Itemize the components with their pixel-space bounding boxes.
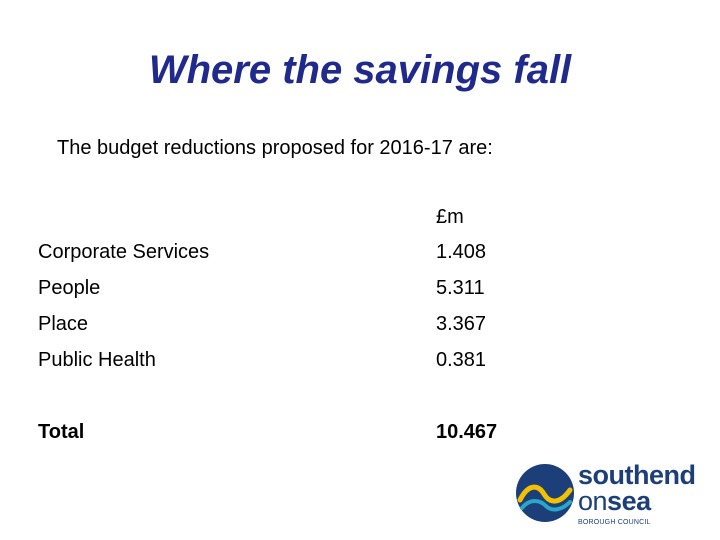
- southend-logo: southend onsea BOROUGH COUNCIL: [514, 460, 704, 532]
- row-label-place: Place: [38, 313, 89, 335]
- total-value: 10.467: [436, 421, 498, 443]
- row-value-corporate-services: 1.408: [436, 241, 487, 263]
- intro-text: The budget reductions proposed for 2016-…: [57, 137, 493, 159]
- row-value-place: 3.367: [436, 313, 487, 335]
- row-value-public-health: 0.381: [436, 349, 487, 371]
- total-label: Total: [38, 421, 85, 443]
- logo-wordmark-southend: southend: [578, 460, 696, 490]
- unit-header: £m: [436, 206, 464, 228]
- wave-logo-icon: [516, 464, 574, 522]
- row-label-corporate-services: Corporate Services: [38, 241, 210, 263]
- logo-wordmark-onsea: onsea: [578, 486, 651, 516]
- row-label-people: People: [38, 277, 101, 299]
- row-value-people: 5.311: [436, 277, 485, 299]
- logo-subtitle: BOROUGH COUNCIL: [578, 519, 651, 526]
- slide-title: Where the savings fall: [148, 48, 572, 92]
- row-label-public-health: Public Health: [38, 349, 156, 371]
- logo-sea: sea: [607, 486, 651, 516]
- logo-on: on: [578, 486, 608, 516]
